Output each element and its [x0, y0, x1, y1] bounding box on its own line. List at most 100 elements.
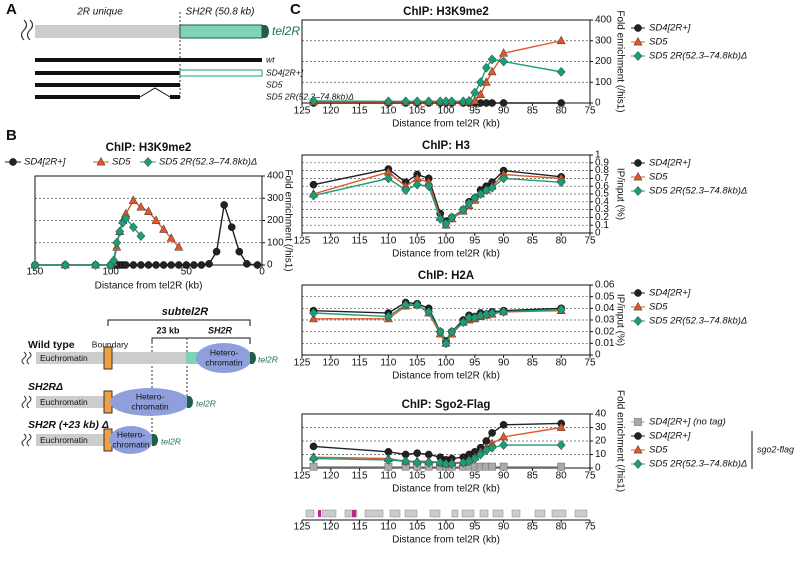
x-tick-label: 125	[294, 471, 311, 482]
point	[470, 192, 480, 203]
point	[499, 173, 509, 184]
strain-bar	[35, 71, 180, 75]
x-tick-label: 100	[438, 236, 455, 247]
x-tick-label: 90	[498, 106, 510, 117]
point	[556, 35, 566, 45]
point	[309, 180, 318, 189]
point	[91, 260, 100, 270]
y-tick-label: 100	[267, 237, 284, 248]
point	[136, 231, 146, 242]
point	[309, 190, 318, 201]
point	[487, 54, 497, 65]
point	[401, 185, 411, 196]
point	[487, 442, 497, 453]
point	[487, 308, 497, 318]
legend-label: SD4[2R+]	[649, 23, 691, 34]
point	[413, 449, 422, 457]
panel-label: B	[6, 127, 17, 144]
x-tick-label: 85	[527, 236, 539, 247]
annotation: sgo2-flag	[757, 444, 794, 454]
x-tick-label: 110	[380, 106, 396, 117]
point	[220, 201, 228, 209]
series-line	[35, 199, 180, 266]
x-axis-label: Distance from tel2R (kb)	[392, 535, 500, 546]
break-symbol	[21, 351, 32, 365]
legend-label: SD4[2R+]	[649, 288, 691, 299]
bracket	[107, 319, 251, 326]
point	[476, 89, 486, 99]
point	[109, 255, 119, 266]
point	[499, 431, 509, 441]
y-tick-label: 0.05	[595, 291, 615, 302]
point	[166, 233, 176, 242]
legend-label: SD4[2R+] (no tag)	[649, 417, 726, 428]
x-tick-label: 100	[438, 471, 455, 482]
point	[115, 226, 125, 237]
point	[487, 66, 497, 76]
x-tick-label: 95	[469, 236, 481, 247]
heterochromatin-label: Hetero-	[210, 347, 239, 357]
point	[30, 260, 40, 270]
x-tick-label: 125	[294, 236, 311, 247]
point	[499, 306, 509, 317]
x-tick-label: 75	[584, 358, 596, 369]
x-tick-label: 110	[380, 471, 396, 482]
strain-bar	[170, 95, 180, 99]
point	[167, 261, 175, 269]
strain-label: wt	[266, 54, 275, 64]
x-tick-label: 115	[352, 471, 368, 482]
tel-label: tel2R	[161, 436, 181, 446]
x-tick-label: 80	[556, 522, 568, 533]
y-tick-label: 40	[595, 409, 607, 420]
point	[499, 420, 508, 429]
x-tick-label: 150	[27, 267, 44, 278]
strain-bar	[179, 69, 263, 77]
point	[309, 308, 318, 318]
point	[424, 181, 434, 192]
point	[556, 304, 566, 315]
x-tick-label: 95	[469, 106, 481, 117]
euchromatin-label: Euchromatin	[40, 435, 88, 445]
chart-title: ChIP: H2A	[418, 270, 474, 282]
point	[112, 237, 122, 248]
telomere-cap	[250, 352, 256, 364]
x-axis-label: Distance from tel2R (kb)	[392, 371, 500, 382]
y-tick-label: 0	[267, 260, 273, 271]
point	[129, 261, 138, 269]
row-label: SH2RΔ	[28, 381, 63, 393]
chart-title: ChIP: H3K9me2	[106, 142, 192, 154]
legend-marker	[633, 171, 643, 181]
point	[476, 449, 485, 460]
point	[499, 99, 508, 107]
y-tick-label: 0.5	[595, 189, 609, 200]
x-tick-label: 75	[584, 522, 596, 533]
y-axis-label: Fold enrichment (/his1)	[282, 169, 293, 271]
x-tick-label: 80	[556, 358, 568, 369]
x-tick-label: 125	[294, 358, 311, 369]
x-tick-label: 85	[527, 522, 539, 533]
x-tick-label: 75	[584, 236, 596, 247]
point	[435, 326, 445, 337]
legend-label: SD5 2R(52.3–74.8kb)Δ	[649, 316, 747, 327]
y-tick-label: 0.8	[595, 165, 609, 176]
sh2r-label: SH2R	[208, 325, 233, 335]
legend-marker	[634, 24, 642, 32]
row-label: Wild type	[28, 339, 75, 351]
y-tick-label: 0	[595, 98, 601, 109]
legend-marker	[633, 459, 643, 469]
legend-label: SD5 2R(52.3–74.8kb)Δ	[649, 186, 747, 197]
x-tick-label: 115	[352, 106, 368, 117]
point	[309, 442, 318, 451]
point	[128, 222, 138, 233]
point	[458, 317, 468, 328]
telomere-cap	[262, 25, 269, 38]
point	[383, 96, 393, 107]
point	[488, 462, 496, 471]
x-tick-label: 90	[498, 358, 510, 369]
point	[136, 202, 146, 211]
point	[447, 96, 457, 107]
y-axis-label: IP/input (%)	[614, 294, 625, 346]
legend-marker	[143, 157, 153, 167]
y-tick-label: 300	[595, 35, 612, 46]
x-axis-label: Distance from tel2R (kb)	[392, 249, 500, 260]
